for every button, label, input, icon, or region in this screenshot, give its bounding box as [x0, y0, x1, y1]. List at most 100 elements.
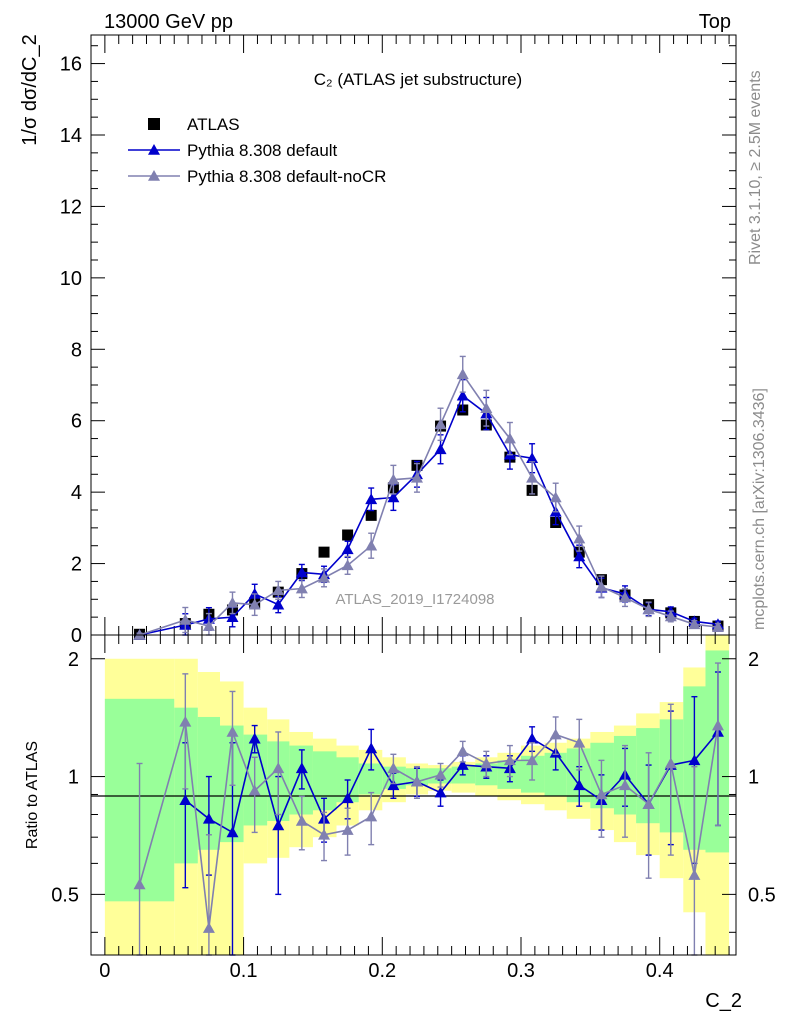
lower-panel: 0.5 0.51 12 2 0 0.1 0.2 0.3 0.4 Ratio to ATLAS … — [24, 634, 776, 1012]
y-tick-label: 10 — [60, 268, 82, 290]
data-point — [410, 471, 423, 483]
data-point — [365, 742, 378, 754]
legend: ATLAS Pythia 8.308 default Pythia 8.308 de… — [128, 115, 386, 186]
data-point — [365, 810, 378, 822]
data-point — [248, 732, 261, 744]
data-point — [341, 824, 354, 835]
lower-series — [133, 662, 724, 956]
y-tick-label: 2 — [748, 649, 759, 671]
y-tick-label: 6 — [71, 411, 82, 433]
x-tick-label: 0.4 — [646, 960, 674, 982]
lower-y-axis: 0.5 0.5 1 1 2 2 — [51, 649, 776, 933]
y-tick-label: 4 — [71, 482, 82, 504]
data-point — [642, 798, 655, 809]
data-point — [595, 788, 608, 800]
data-point — [711, 719, 724, 731]
data-point — [573, 779, 586, 791]
ratio-label: Ratio to ATLAS — [24, 741, 41, 849]
data-point — [619, 591, 632, 603]
data-point — [318, 571, 331, 583]
x-tick-label: 0.1 — [230, 960, 258, 982]
x-tick-label: 0.3 — [507, 960, 535, 982]
data-point — [619, 779, 632, 791]
data-point — [573, 532, 586, 544]
legend-label: ATLAS — [187, 115, 240, 134]
data-point — [365, 509, 377, 521]
data-point — [549, 728, 562, 740]
data-point — [272, 584, 285, 596]
ratio-band-bin — [544, 752, 567, 797]
data-point — [526, 471, 539, 483]
legend-swatch — [148, 144, 160, 155]
rivet-label-group: Rivet 3.1.10, ≥ 2.5M events — [747, 70, 764, 265]
ratio-line — [184, 731, 719, 834]
data-point — [202, 620, 215, 631]
series-pythia-default-nocr — [133, 355, 724, 640]
data-point — [341, 543, 354, 555]
data-point — [456, 745, 469, 757]
data-point — [226, 611, 239, 622]
y-tick-label: 0.5 — [748, 884, 776, 906]
data-point — [342, 529, 354, 541]
data-point — [387, 779, 400, 791]
data-point — [295, 566, 308, 578]
data-point — [573, 550, 586, 562]
data-point — [272, 598, 285, 610]
legend-label: Pythia 8.308 default — [187, 141, 338, 160]
data-point — [365, 493, 378, 505]
upper-x-ticks — [104, 35, 730, 635]
data-point — [711, 621, 724, 632]
data-point — [387, 762, 400, 774]
legend-item: ATLAS — [148, 115, 240, 134]
y-tick-label: 1 — [68, 767, 79, 789]
x-axis-label: C_2 — [705, 990, 742, 1012]
data-point — [226, 596, 239, 608]
data-point — [434, 418, 447, 430]
upper-y-axis: 0 2 4 6 8 10 12 14 16 — [60, 45, 736, 647]
legend-item: Pythia 8.308 default-noCR — [128, 167, 386, 186]
ratio-band-bin — [358, 763, 383, 795]
data-point — [318, 828, 331, 840]
data-point — [272, 819, 285, 831]
data-point — [365, 539, 378, 551]
data-point — [573, 736, 586, 748]
y-axis-label: 1/σ dσ/dC_2 — [19, 34, 41, 145]
data-point — [456, 759, 469, 770]
data-point — [456, 389, 469, 401]
data-point — [248, 598, 261, 610]
y-tick-label: 8 — [71, 339, 82, 361]
y-tick-label: 2 — [68, 649, 79, 671]
data-point — [595, 580, 608, 592]
y-tick-label: 2 — [71, 554, 82, 576]
data-point — [248, 784, 261, 796]
data-point — [387, 473, 400, 485]
ratio-y-axis-label: Ratio to ATLAS — [24, 741, 41, 849]
data-point — [202, 922, 215, 933]
data-point — [480, 402, 493, 414]
data-point — [202, 812, 215, 824]
data-point — [526, 754, 539, 766]
data-point — [642, 603, 655, 615]
data-point — [341, 559, 354, 571]
data-point — [226, 725, 239, 737]
y-tick-label: 16 — [60, 54, 82, 76]
rivet-label: Rivet 3.1.10, ≥ 2.5M events — [747, 70, 764, 265]
data-point — [688, 754, 701, 766]
data-point — [387, 491, 400, 503]
data-point — [295, 762, 308, 774]
mcplots-label: mcplots.cern.ch [arXiv:1306.3436] — [751, 388, 768, 630]
header-left: 13000 GeV pp — [104, 11, 233, 33]
data-point — [526, 452, 539, 464]
data-point — [133, 878, 146, 890]
ratio-pythia-default-nocr — [133, 662, 724, 956]
data-point — [434, 768, 447, 780]
data-point — [226, 826, 239, 838]
data-point — [434, 443, 447, 455]
mcplots-label-group: mcplots.cern.ch [arXiv:1306.3436] — [751, 388, 768, 630]
data-point — [664, 610, 677, 622]
y-tick-label: 14 — [60, 125, 82, 147]
legend-swatch — [148, 170, 160, 181]
legend-swatch — [148, 118, 160, 130]
lower-frame — [90, 634, 737, 956]
